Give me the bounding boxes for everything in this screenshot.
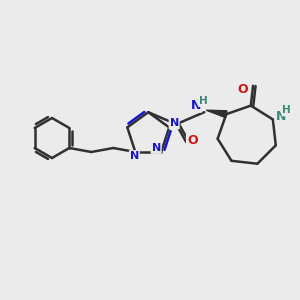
Text: H: H xyxy=(199,96,208,106)
Text: H: H xyxy=(283,106,291,116)
Text: N: N xyxy=(169,118,179,128)
Text: O: O xyxy=(187,134,198,147)
Text: N: N xyxy=(276,110,286,123)
Text: N: N xyxy=(191,99,201,112)
Text: N: N xyxy=(130,151,139,161)
Text: N: N xyxy=(152,143,161,153)
Text: O: O xyxy=(238,83,248,96)
Polygon shape xyxy=(206,110,227,118)
